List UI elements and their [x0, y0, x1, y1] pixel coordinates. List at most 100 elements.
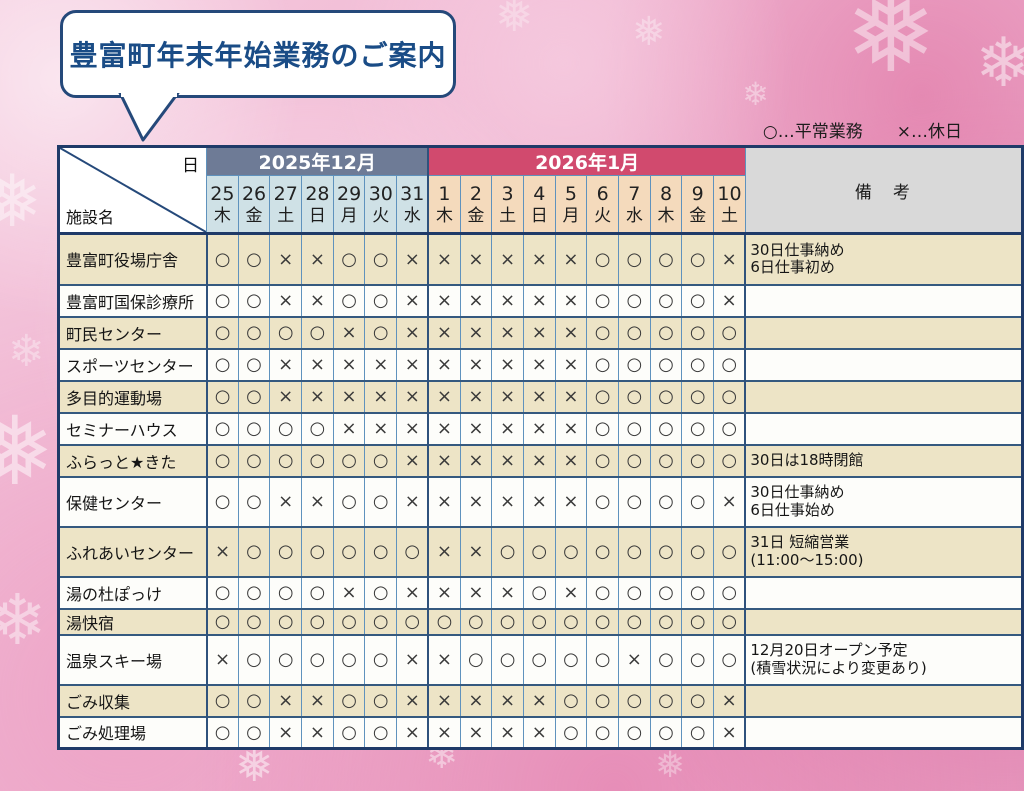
day-header: 31 水 — [396, 175, 429, 234]
status-mark: ○ — [301, 316, 334, 349]
status-mark: × — [427, 380, 461, 413]
status-mark: × — [427, 233, 461, 285]
status-mark: ○ — [617, 576, 651, 609]
facility-name: 保健センター — [58, 476, 208, 527]
status-mark: × — [364, 412, 398, 445]
status-mark: ○ — [681, 444, 715, 477]
status-mark: ○ — [206, 684, 239, 717]
facility-name: ごみ収集 — [58, 684, 208, 717]
status-mark: ○ — [681, 576, 715, 609]
status-mark: × — [459, 412, 493, 445]
remark-cell — [744, 412, 1023, 445]
status-mark: × — [459, 716, 493, 749]
date-number: 30 — [368, 182, 393, 205]
facility-name: 豊富町役場庁舎 — [58, 233, 208, 285]
status-mark: × — [301, 716, 334, 749]
remark-cell — [744, 608, 1023, 635]
status-mark: ○ — [364, 576, 398, 609]
status-mark: ○ — [586, 316, 619, 349]
day-of-week: 水 — [625, 206, 643, 227]
status-mark: ○ — [681, 716, 715, 749]
status-mark: ○ — [301, 526, 334, 577]
status-mark: × — [522, 476, 556, 527]
status-mark: ○ — [586, 348, 619, 381]
status-mark: ○ — [332, 526, 366, 577]
status-mark: ○ — [586, 608, 619, 635]
status-mark: ○ — [649, 412, 683, 445]
status-mark: × — [396, 684, 429, 717]
status-mark: × — [491, 380, 524, 413]
status-mark: ○ — [681, 476, 715, 527]
status-mark: ○ — [649, 233, 683, 285]
day-of-week: 月 — [562, 206, 580, 227]
status-mark: ○ — [586, 526, 619, 577]
facility-name: 温泉スキー場 — [58, 634, 208, 685]
day-of-week: 日 — [308, 206, 326, 227]
day-of-week: 火 — [372, 206, 390, 227]
date-number: 25 — [210, 182, 235, 205]
status-mark: × — [522, 412, 556, 445]
status-mark: ○ — [237, 684, 271, 717]
table-row: 湯の杜ぽっけ ○ ○ ○ ○ × ○ × × × × ○ × ○ ○ ○ ○ ○ — [58, 576, 1023, 609]
status-mark: ○ — [269, 576, 303, 609]
status-mark: ○ — [206, 476, 239, 527]
status-mark: ○ — [237, 233, 271, 285]
table-row: ふらっと★きた ○ ○ ○ ○ ○ ○ × × × × × × ○ ○ ○ ○ ○ 30日は18時閉館 — [58, 444, 1023, 477]
status-mark: × — [332, 348, 366, 381]
date-number: 29 — [337, 182, 362, 205]
status-mark: × — [459, 284, 493, 317]
table-row: 多目的運動場 ○ ○ × × × × × × × × × × ○ ○ ○ ○ ○ — [58, 380, 1023, 413]
status-mark: ○ — [332, 716, 366, 749]
status-mark: × — [491, 412, 524, 445]
remark-cell: 30日は18時閉館 — [744, 444, 1023, 477]
status-mark: ○ — [269, 444, 303, 477]
status-mark: × — [554, 380, 588, 413]
date-number: 4 — [533, 182, 546, 205]
status-mark: ○ — [522, 634, 556, 685]
status-mark: ○ — [332, 634, 366, 685]
status-mark: × — [427, 316, 461, 349]
status-mark: × — [427, 412, 461, 445]
status-mark: ○ — [649, 316, 683, 349]
status-mark: × — [459, 316, 493, 349]
status-mark: ○ — [713, 634, 746, 685]
status-mark: ○ — [237, 634, 271, 685]
status-mark: × — [332, 380, 366, 413]
status-mark: × — [522, 233, 556, 285]
status-mark: × — [269, 684, 303, 717]
status-mark: ○ — [206, 316, 239, 349]
status-mark: × — [459, 576, 493, 609]
facility-name: セミナーハウス — [58, 412, 208, 445]
speech-bubble-tail — [118, 93, 180, 142]
status-mark: × — [459, 684, 493, 717]
day-header: 28 日 — [301, 175, 334, 234]
day-of-week: 水 — [403, 206, 421, 227]
status-mark: ○ — [301, 444, 334, 477]
status-mark: × — [427, 634, 461, 685]
status-mark: ○ — [364, 316, 398, 349]
status-mark: ○ — [681, 316, 715, 349]
date-number: 27 — [273, 182, 298, 205]
day-header: 25 木 — [206, 175, 239, 234]
status-mark: ○ — [586, 233, 619, 285]
status-mark: ○ — [301, 412, 334, 445]
diagonal-divider — [60, 148, 206, 232]
status-mark: × — [554, 576, 588, 609]
status-mark: ○ — [396, 526, 429, 577]
status-mark: ○ — [554, 526, 588, 577]
status-mark: ○ — [237, 316, 271, 349]
status-mark: × — [522, 716, 556, 749]
status-mark: ○ — [491, 608, 524, 635]
table-row: 温泉スキー場 × ○ ○ ○ ○ ○ × × ○ ○ ○ ○ ○ × ○ ○ ○ 12月20日オープン予定 (積雪状… — [58, 634, 1023, 685]
corner-label-facility: 施設名 — [66, 208, 115, 227]
legend-closed: ×…休日 — [896, 122, 962, 142]
table-row: 豊富町国保診療所 ○ ○ × × ○ ○ × × × × × × ○ ○ ○ ○ × — [58, 284, 1023, 317]
status-mark: ○ — [649, 576, 683, 609]
status-mark: × — [301, 476, 334, 527]
